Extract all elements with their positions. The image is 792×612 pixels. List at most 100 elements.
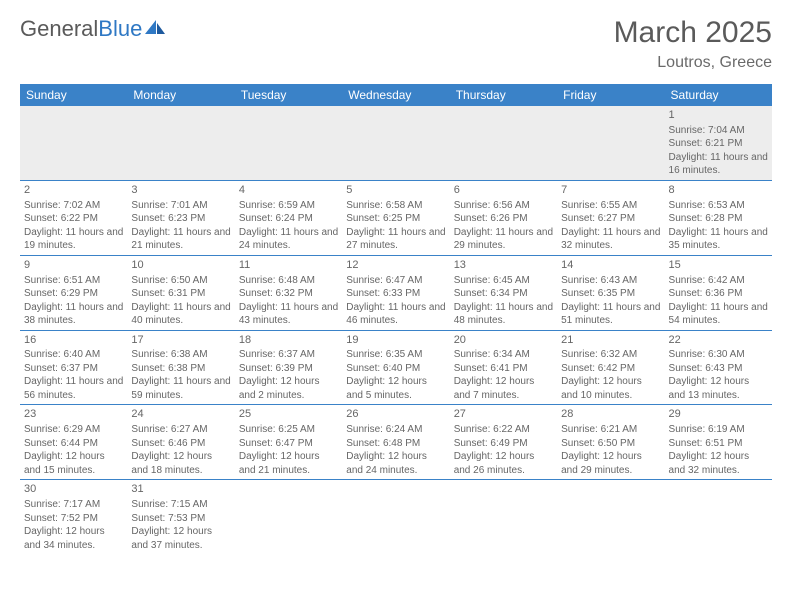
day-number: 1 [669,108,768,123]
day-number: 26 [346,407,445,422]
day-number: 25 [239,407,338,422]
brand-name-2: Blue [98,16,142,42]
sunrise-line: Sunrise: 6:59 AM [239,199,338,213]
sunrise-line: Sunrise: 6:51 AM [24,274,123,288]
calendar-cell: 25Sunrise: 6:25 AMSunset: 6:47 PMDayligh… [235,405,342,480]
sunset-line: Sunset: 6:46 PM [131,437,230,451]
day-number: 23 [24,407,123,422]
calendar-cell: 22Sunrise: 6:30 AMSunset: 6:43 PMDayligh… [665,330,772,405]
sunrise-line: Sunrise: 6:55 AM [561,199,660,213]
day-number: 21 [561,333,660,348]
sunset-line: Sunset: 6:37 PM [24,362,123,376]
calendar-cell [450,106,557,180]
daylight-line: Daylight: 11 hours and 43 minutes. [239,301,338,328]
calendar-row: 30Sunrise: 7:17 AMSunset: 7:52 PMDayligh… [20,480,772,554]
sunrise-line: Sunrise: 6:27 AM [131,423,230,437]
daylight-line: Daylight: 11 hours and 38 minutes. [24,301,123,328]
sunrise-line: Sunrise: 6:29 AM [24,423,123,437]
calendar-cell: 3Sunrise: 7:01 AMSunset: 6:23 PMDaylight… [127,180,234,255]
day-number: 31 [131,482,230,497]
day-number: 29 [669,407,768,422]
day-number: 14 [561,258,660,273]
sunrise-line: Sunrise: 7:04 AM [669,124,768,138]
daylight-line: Daylight: 11 hours and 27 minutes. [346,226,445,253]
sunrise-line: Sunrise: 6:56 AM [454,199,553,213]
sunrise-line: Sunrise: 6:21 AM [561,423,660,437]
daylight-line: Daylight: 11 hours and 48 minutes. [454,301,553,328]
calendar-cell: 10Sunrise: 6:50 AMSunset: 6:31 PMDayligh… [127,255,234,330]
day-number: 15 [669,258,768,273]
sunset-line: Sunset: 6:40 PM [346,362,445,376]
sunset-line: Sunset: 6:48 PM [346,437,445,451]
daylight-line: Daylight: 11 hours and 16 minutes. [669,151,768,178]
calendar-cell: 21Sunrise: 6:32 AMSunset: 6:42 PMDayligh… [557,330,664,405]
day-number: 9 [24,258,123,273]
daylight-line: Daylight: 12 hours and 5 minutes. [346,375,445,402]
calendar-cell [557,106,664,180]
header: GeneralBlue March 2025 Loutros, Greece [20,16,772,72]
day-number: 27 [454,407,553,422]
daylight-line: Daylight: 12 hours and 18 minutes. [131,450,230,477]
calendar-cell [665,480,772,554]
sunrise-line: Sunrise: 6:35 AM [346,348,445,362]
weekday-header: Thursday [450,84,557,106]
day-number: 22 [669,333,768,348]
weekday-header: Sunday [20,84,127,106]
sunrise-line: Sunrise: 6:34 AM [454,348,553,362]
calendar-cell: 7Sunrise: 6:55 AMSunset: 6:27 PMDaylight… [557,180,664,255]
daylight-line: Daylight: 11 hours and 51 minutes. [561,301,660,328]
day-number: 2 [24,183,123,198]
sunset-line: Sunset: 6:29 PM [24,287,123,301]
sunrise-line: Sunrise: 6:24 AM [346,423,445,437]
calendar-cell: 8Sunrise: 6:53 AMSunset: 6:28 PMDaylight… [665,180,772,255]
sunset-line: Sunset: 6:38 PM [131,362,230,376]
daylight-line: Daylight: 11 hours and 19 minutes. [24,226,123,253]
calendar-cell [557,480,664,554]
sunset-line: Sunset: 7:53 PM [131,512,230,526]
sunrise-line: Sunrise: 6:43 AM [561,274,660,288]
sunrise-line: Sunrise: 6:32 AM [561,348,660,362]
sunset-line: Sunset: 6:35 PM [561,287,660,301]
sunrise-line: Sunrise: 6:25 AM [239,423,338,437]
daylight-line: Daylight: 12 hours and 29 minutes. [561,450,660,477]
day-number: 8 [669,183,768,198]
calendar-cell [450,480,557,554]
daylight-line: Daylight: 12 hours and 37 minutes. [131,525,230,552]
calendar-cell [235,480,342,554]
daylight-line: Daylight: 12 hours and 13 minutes. [669,375,768,402]
daylight-line: Daylight: 11 hours and 40 minutes. [131,301,230,328]
sunset-line: Sunset: 6:28 PM [669,212,768,226]
sunset-line: Sunset: 6:34 PM [454,287,553,301]
day-number: 7 [561,183,660,198]
sunrise-line: Sunrise: 6:30 AM [669,348,768,362]
daylight-line: Daylight: 11 hours and 35 minutes. [669,226,768,253]
day-number: 20 [454,333,553,348]
calendar-cell [20,106,127,180]
calendar-cell: 26Sunrise: 6:24 AMSunset: 6:48 PMDayligh… [342,405,449,480]
sunset-line: Sunset: 6:42 PM [561,362,660,376]
calendar-cell: 29Sunrise: 6:19 AMSunset: 6:51 PMDayligh… [665,405,772,480]
day-number: 17 [131,333,230,348]
sunset-line: Sunset: 6:50 PM [561,437,660,451]
calendar-cell: 1Sunrise: 7:04 AMSunset: 6:21 PMDaylight… [665,106,772,180]
calendar-row: 16Sunrise: 6:40 AMSunset: 6:37 PMDayligh… [20,330,772,405]
day-number: 10 [131,258,230,273]
daylight-line: Daylight: 12 hours and 10 minutes. [561,375,660,402]
sunrise-line: Sunrise: 6:22 AM [454,423,553,437]
daylight-line: Daylight: 12 hours and 34 minutes. [24,525,123,552]
daylight-line: Daylight: 11 hours and 46 minutes. [346,301,445,328]
calendar-cell: 16Sunrise: 6:40 AMSunset: 6:37 PMDayligh… [20,330,127,405]
calendar-row: 9Sunrise: 6:51 AMSunset: 6:29 PMDaylight… [20,255,772,330]
calendar-cell: 2Sunrise: 7:02 AMSunset: 6:22 PMDaylight… [20,180,127,255]
daylight-line: Daylight: 12 hours and 2 minutes. [239,375,338,402]
sunrise-line: Sunrise: 6:40 AM [24,348,123,362]
sunset-line: Sunset: 6:51 PM [669,437,768,451]
sunset-line: Sunset: 6:47 PM [239,437,338,451]
day-number: 13 [454,258,553,273]
calendar-cell: 4Sunrise: 6:59 AMSunset: 6:24 PMDaylight… [235,180,342,255]
calendar-cell: 23Sunrise: 6:29 AMSunset: 6:44 PMDayligh… [20,405,127,480]
daylight-line: Daylight: 11 hours and 21 minutes. [131,226,230,253]
sunrise-line: Sunrise: 6:42 AM [669,274,768,288]
month-title: March 2025 [614,16,772,50]
daylight-line: Daylight: 12 hours and 7 minutes. [454,375,553,402]
